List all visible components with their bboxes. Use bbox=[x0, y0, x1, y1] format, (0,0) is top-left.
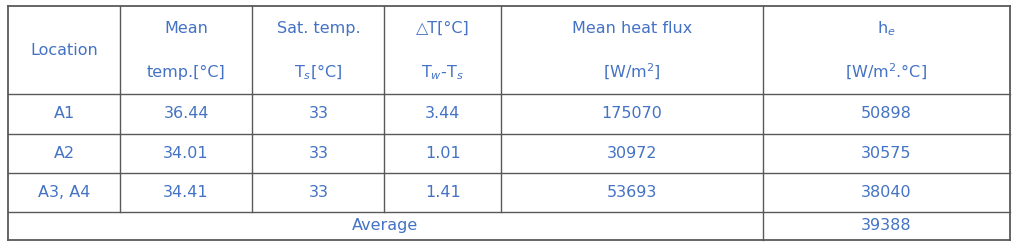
Text: A2: A2 bbox=[54, 146, 74, 161]
Text: T$_s$[°C]: T$_s$[°C] bbox=[294, 62, 343, 82]
Text: 39388: 39388 bbox=[861, 218, 911, 233]
Text: T$_w$-T$_s$: T$_w$-T$_s$ bbox=[421, 63, 465, 82]
Text: 3.44: 3.44 bbox=[425, 106, 461, 122]
Text: 33: 33 bbox=[308, 106, 328, 122]
Text: Location: Location bbox=[31, 43, 98, 58]
Text: 1.01: 1.01 bbox=[425, 146, 461, 161]
Text: Mean heat flux: Mean heat flux bbox=[572, 21, 693, 36]
Text: [W/m$^2$.°C]: [W/m$^2$.°C] bbox=[845, 62, 928, 82]
Text: temp.[°C]: temp.[°C] bbox=[146, 65, 226, 80]
Text: 38040: 38040 bbox=[861, 185, 911, 200]
Text: [W/m$^2$]: [W/m$^2$] bbox=[603, 62, 661, 82]
Text: 50898: 50898 bbox=[860, 106, 912, 122]
Text: Sat. temp.: Sat. temp. bbox=[277, 21, 360, 36]
Text: 30575: 30575 bbox=[861, 146, 911, 161]
Text: 36.44: 36.44 bbox=[164, 106, 208, 122]
Text: 175070: 175070 bbox=[602, 106, 662, 122]
Text: 34.01: 34.01 bbox=[164, 146, 208, 161]
Text: A3, A4: A3, A4 bbox=[38, 185, 91, 200]
Text: h$_e$: h$_e$ bbox=[877, 19, 896, 37]
Text: 30972: 30972 bbox=[607, 146, 657, 161]
Text: 53693: 53693 bbox=[607, 185, 657, 200]
Text: Average: Average bbox=[352, 218, 419, 233]
Text: △T[°C]: △T[°C] bbox=[416, 21, 470, 36]
Text: 33: 33 bbox=[308, 146, 328, 161]
Text: 1.41: 1.41 bbox=[425, 185, 461, 200]
Text: Mean: Mean bbox=[164, 21, 208, 36]
Text: 34.41: 34.41 bbox=[164, 185, 208, 200]
Text: 33: 33 bbox=[308, 185, 328, 200]
Text: A1: A1 bbox=[54, 106, 74, 122]
